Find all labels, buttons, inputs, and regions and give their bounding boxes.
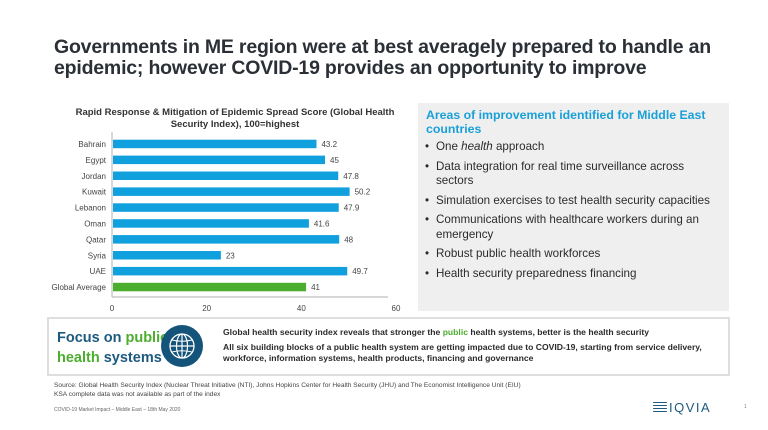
bar xyxy=(113,266,348,276)
x-tick-label: 60 xyxy=(392,304,401,313)
page-number: 1 xyxy=(744,404,747,410)
bar xyxy=(113,282,307,292)
bar xyxy=(113,187,350,196)
focus-detail: All six building blocks of a public heal… xyxy=(223,342,702,363)
category-label: Lebanon xyxy=(75,204,106,213)
value-label: 41.6 xyxy=(314,219,330,228)
improvement-item: • Simulation exercises to test health sec… xyxy=(424,194,724,209)
improvement-areas-panel: Areas of improvement identified for Midd… xyxy=(418,103,729,311)
category-label: Oman xyxy=(84,219,106,228)
bullet-icon: • xyxy=(425,140,430,153)
iqvia-logo-mark-icon xyxy=(653,401,667,413)
source-line: Source: Global Health Security Index (Nu… xyxy=(54,382,521,389)
value-label: 45 xyxy=(330,156,339,165)
value-label: 41 xyxy=(311,283,320,292)
iqvia-logo-text: IQVIA xyxy=(669,399,712,415)
x-tick-label: 40 xyxy=(297,304,306,313)
improvement-item-text: Simulation exercises to test health secu… xyxy=(436,193,710,207)
improvement-item-emphasis: health xyxy=(461,140,493,153)
bar xyxy=(113,235,340,244)
iqvia-logo: IQVIA xyxy=(653,399,712,415)
bar xyxy=(113,251,221,260)
bullet-icon: • xyxy=(425,266,430,280)
bar xyxy=(113,219,309,228)
bar xyxy=(113,139,317,149)
value-label: 43.2 xyxy=(321,140,337,149)
focus-headline-pre: Global health security index reveals tha… xyxy=(223,327,443,337)
focus-label-part4: systems xyxy=(99,350,162,366)
value-label: 47.8 xyxy=(343,172,359,181)
improvement-item: • One health approach xyxy=(424,140,724,155)
improvement-item: • Data integration for real time surveill… xyxy=(424,160,724,189)
value-label: 50.2 xyxy=(355,188,371,197)
globe-icon xyxy=(161,325,203,367)
slide-title: Governments in ME region were at best av… xyxy=(54,36,711,79)
bullet-icon: • xyxy=(425,247,430,260)
category-label: Qatar xyxy=(86,235,106,244)
focus-label-part2: public xyxy=(125,330,169,346)
bullet-icon: • xyxy=(425,193,430,207)
x-tick-label: 20 xyxy=(202,304,211,313)
improvement-item-text: Robust public health workforces xyxy=(436,247,601,260)
focus-label-part3: health xyxy=(57,350,100,366)
category-label: UAE xyxy=(90,267,106,276)
value-label: 23 xyxy=(226,251,235,260)
value-label: 49.7 xyxy=(352,267,368,276)
focus-headline-post: health systems, better is the health sec… xyxy=(468,327,650,337)
category-label: Jordan xyxy=(82,172,106,181)
category-label: Egypt xyxy=(86,156,107,165)
focus-box: Focus on public health systems Global he… xyxy=(47,317,730,376)
category-label: Kuwait xyxy=(82,188,107,197)
focus-label-part1: Focus on xyxy=(57,330,126,346)
value-label: 48 xyxy=(344,235,353,244)
bullet-icon: • xyxy=(425,159,430,173)
improvement-list: • One health approach • Data integration fo… xyxy=(424,140,724,286)
bar xyxy=(113,171,339,180)
improvement-item: • Communications with healthcare workers … xyxy=(424,213,724,242)
bar xyxy=(113,155,325,165)
source-note: Source: Global Health Security Index (Nu… xyxy=(54,382,734,399)
bar xyxy=(113,203,339,212)
focus-label: Focus on public health systems xyxy=(57,328,168,368)
focus-headline-highlight: public xyxy=(442,327,468,337)
category-label: Syria xyxy=(88,251,107,260)
value-label: 47.9 xyxy=(344,204,360,213)
focus-headline: Global health security index reveals tha… xyxy=(223,327,649,338)
category-label: Global Average xyxy=(51,283,106,292)
category-label: Bahrain xyxy=(78,140,106,149)
improvement-item: • Robust public health workforces xyxy=(424,247,724,262)
panel-heading: Areas of improvement identified for Midd… xyxy=(426,108,706,136)
improvement-item-text: One xyxy=(436,140,462,153)
x-tick-label: 0 xyxy=(110,304,115,313)
bullet-icon: • xyxy=(425,213,430,226)
improvement-item: • Health security preparedness financing xyxy=(424,267,724,282)
improvement-item-text: Data integration for real time surveilla… xyxy=(436,159,685,188)
improvement-item-text: Health security preparedness financing xyxy=(436,266,637,280)
improvement-item-text: Communications with healthcare workers d… xyxy=(436,213,699,241)
footer-text: COVID-19 Market Impact – Middle East – 1… xyxy=(54,407,181,413)
source-ksa-note: KSA complete data was not available as p… xyxy=(54,390,221,398)
improvement-item-text: approach xyxy=(492,140,545,153)
chart-title: Rapid Response & Mitigation of Epidemic … xyxy=(75,107,395,130)
